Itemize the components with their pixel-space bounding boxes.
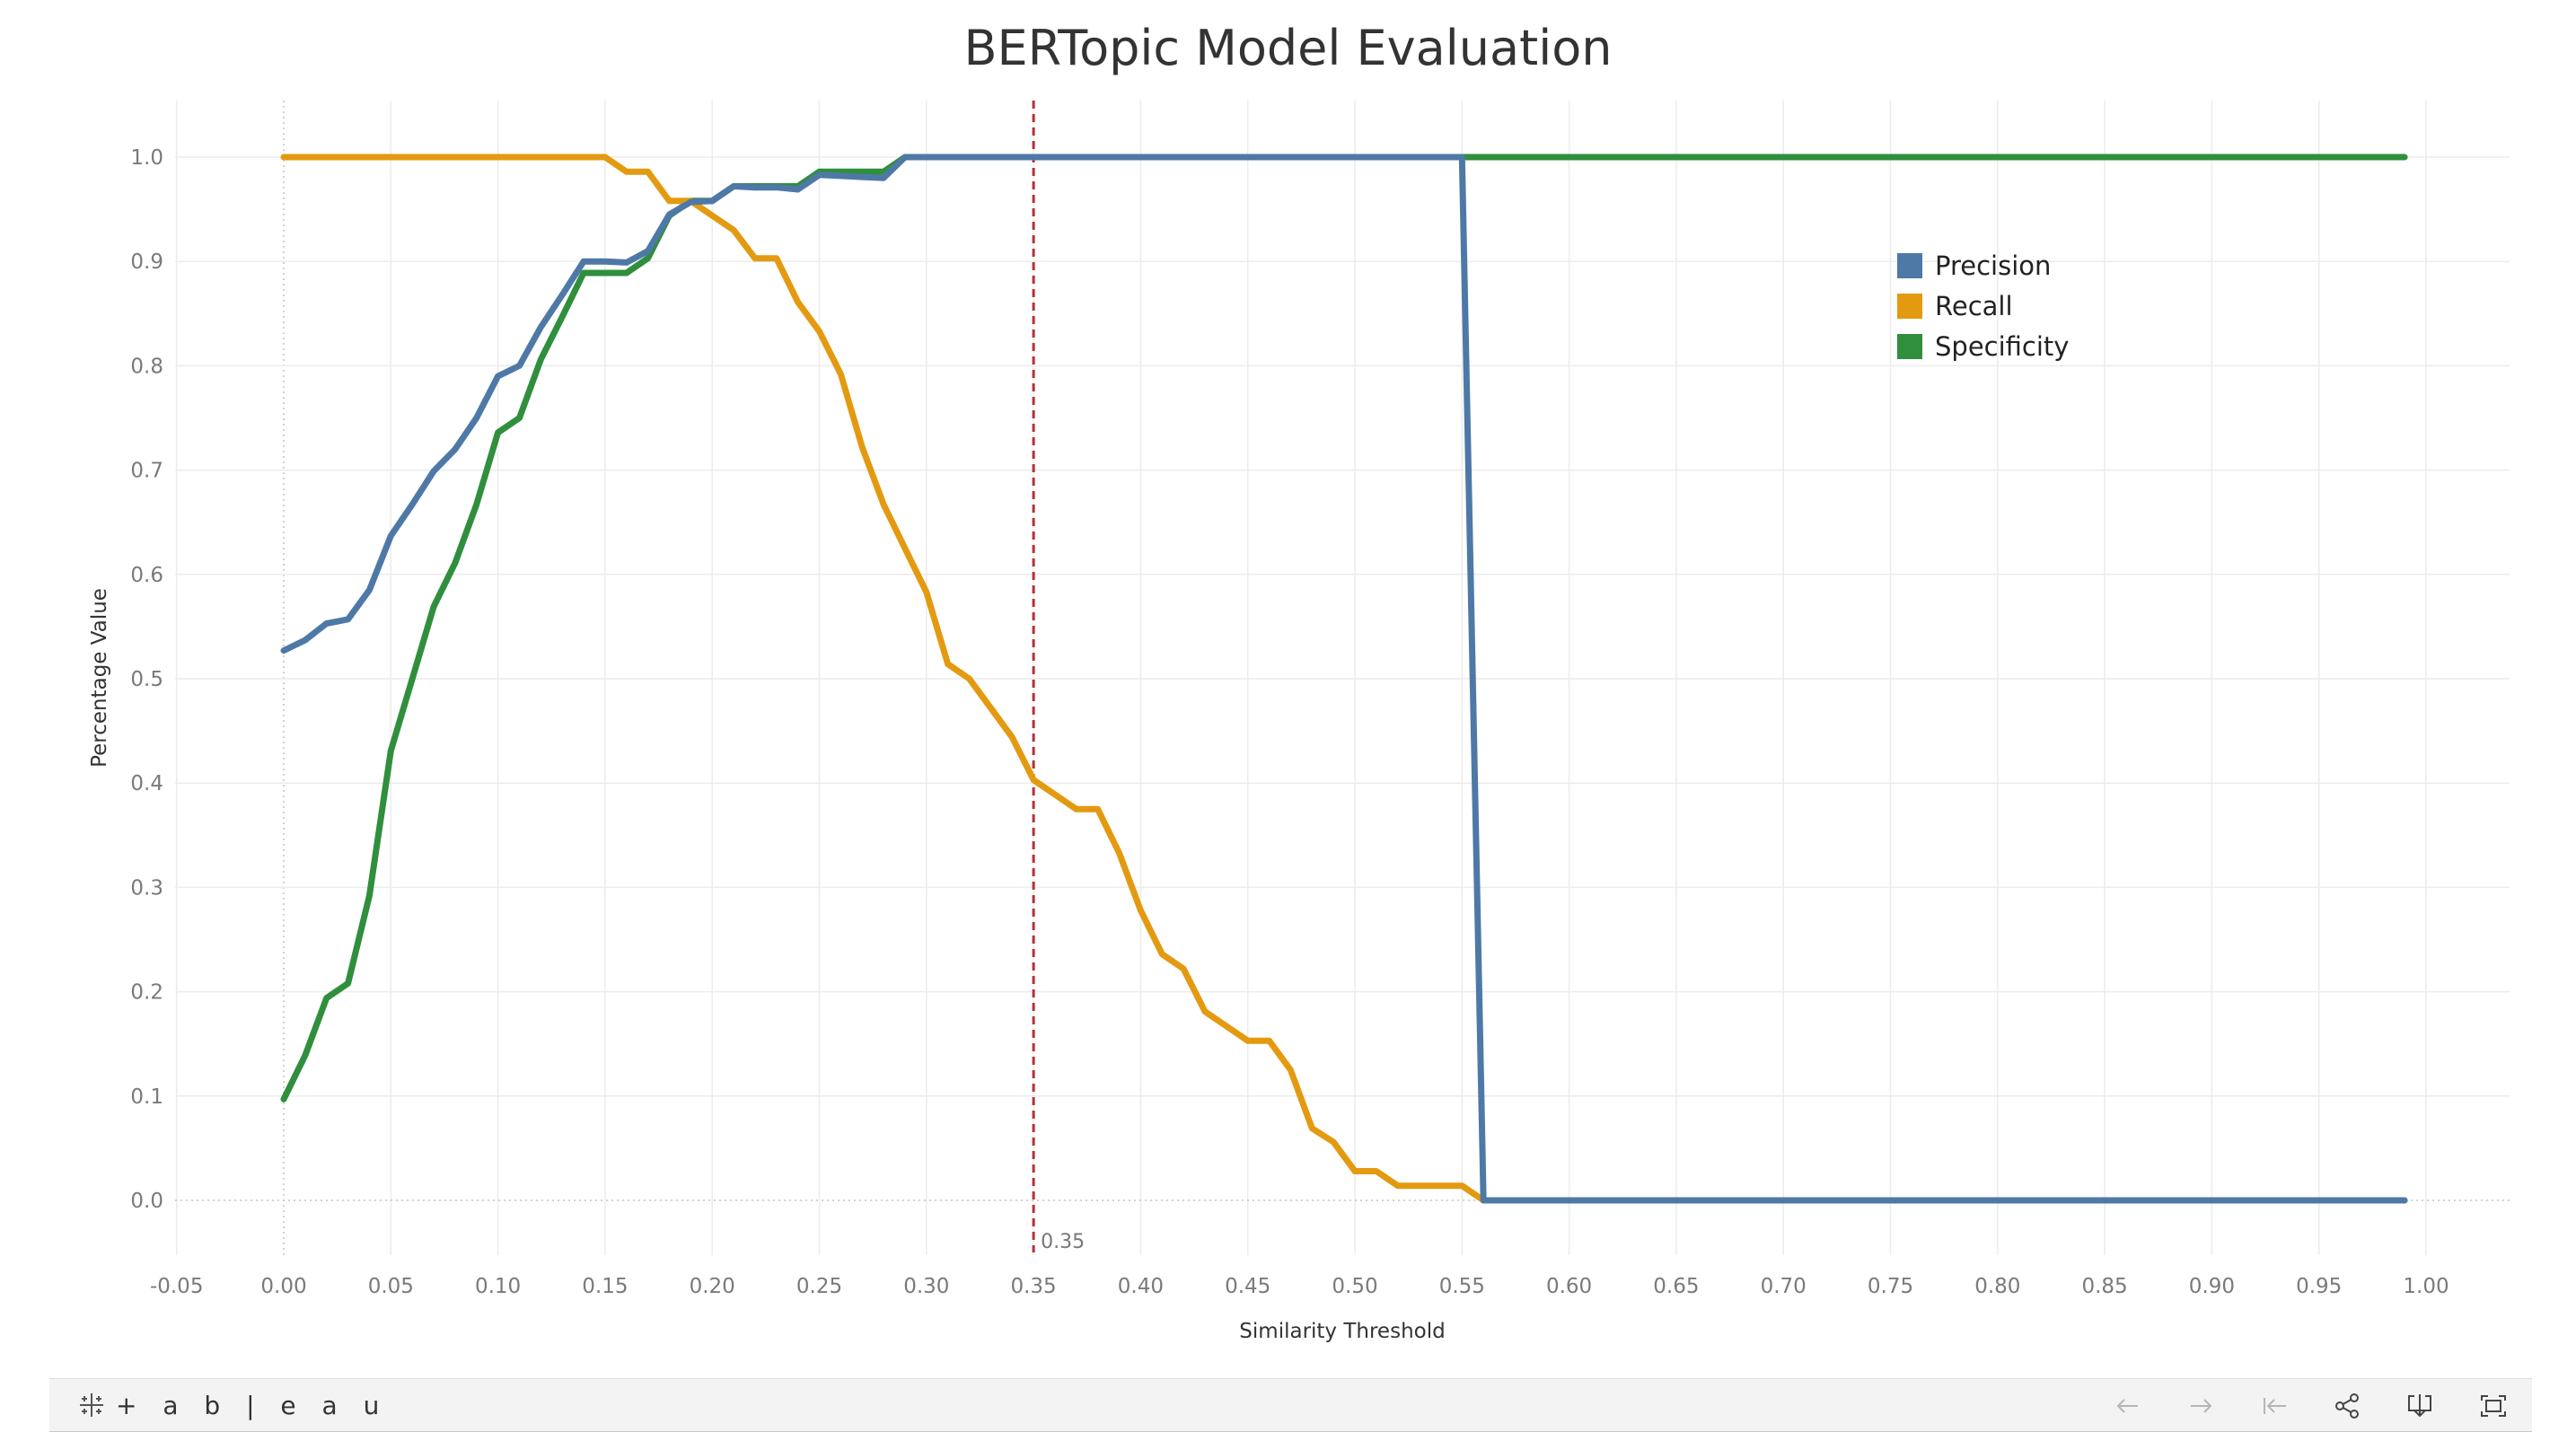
legend-swatch-precision [1897, 253, 1922, 278]
reference-line: 0.35 [1032, 101, 1085, 1253]
fullscreen-icon [2481, 1395, 2506, 1417]
legend-label-specificity: Specificity [1935, 331, 2069, 362]
x-tick-label: 0.55 [1439, 1275, 1485, 1298]
y-tick-label: 0.2 [130, 981, 163, 1005]
x-tick-label: 0.40 [1118, 1275, 1164, 1298]
y-tick-label: 0.3 [130, 876, 163, 900]
y-tick-label: 1.0 [130, 146, 163, 170]
revert-icon [2264, 1398, 2286, 1414]
y-tick-label: 0.5 [130, 668, 163, 691]
tableau-logo[interactable]: + a b | e a u [76, 1390, 388, 1420]
grid [175, 101, 2510, 1255]
x-tick-label: 0.95 [2296, 1275, 2342, 1298]
x-tick-label: 0.60 [1546, 1275, 1592, 1298]
x-tick-label: 0.50 [1332, 1275, 1377, 1298]
series-lines [280, 154, 2408, 1204]
x-tick-label: 0.70 [1761, 1275, 1807, 1298]
x-tick-label: 0.75 [1868, 1275, 1913, 1298]
revert-button[interactable] [2256, 1388, 2292, 1424]
line-chart: -0.05 0.00 0.05 0.10 0.15 0.20 0.25 0.30 0.35 0.4… [88, 101, 2510, 1343]
legend-swatch-specificity [1897, 334, 1922, 359]
x-tick-label: 0.05 [368, 1275, 414, 1298]
share-button[interactable] [2329, 1388, 2365, 1424]
redo-button[interactable] [2183, 1388, 2219, 1424]
x-tick-label: 0.00 [260, 1275, 306, 1298]
x-tick-label: 0.85 [2081, 1275, 2127, 1298]
y-tick-labels: 0.0 0.1 0.2 0.3 0.4 0.5 0.6 0.7 0.8 0.9 1.0 [130, 146, 163, 1213]
redo-icon [2191, 1399, 2212, 1413]
share-icon [2335, 1393, 2359, 1419]
series-line-precision[interactable] [280, 154, 2408, 1204]
reference-line-label: 0.35 [1041, 1231, 1085, 1253]
series-line-specificity[interactable] [280, 154, 2408, 1103]
legend-swatch-recall [1897, 294, 1922, 319]
x-tick-labels: -0.05 0.00 0.05 0.10 0.15 0.20 0.25 0.30 0.35 0.4… [150, 1275, 2449, 1298]
x-tick-label: 0.15 [582, 1275, 628, 1298]
fullscreen-button[interactable] [2475, 1388, 2511, 1424]
y-tick-label: 0.0 [130, 1190, 163, 1213]
x-tick-label: 1.00 [2403, 1275, 2449, 1298]
x-tick-label: 0.45 [1225, 1275, 1270, 1298]
x-tick-label: 0.20 [690, 1275, 735, 1298]
tableau-logo-icon [80, 1393, 103, 1417]
x-tick-label: 0.25 [796, 1275, 842, 1298]
download-icon [2408, 1394, 2431, 1418]
y-axis-label: Percentage Value [88, 588, 111, 768]
x-tick-label: -0.05 [150, 1275, 204, 1298]
tableau-toolbar: + a b | e a u [49, 1378, 2532, 1432]
tableau-wordmark: + a b | e a u [116, 1390, 389, 1420]
y-tick-label: 0.9 [130, 250, 163, 274]
x-tick-label: 0.80 [1974, 1275, 2020, 1298]
x-axis-label: Similarity Threshold [1239, 1320, 1445, 1343]
legend-label-recall: Recall [1935, 291, 2013, 321]
x-tick-label: 0.65 [1653, 1275, 1699, 1298]
y-tick-label: 0.1 [130, 1085, 163, 1109]
y-tick-label: 0.6 [130, 564, 163, 587]
x-tick-label: 0.30 [903, 1275, 949, 1298]
download-button[interactable] [2402, 1388, 2438, 1424]
y-tick-label: 0.7 [130, 460, 163, 483]
y-tick-label: 0.8 [130, 355, 163, 378]
legend: Precision Recall Specificity [1897, 250, 2069, 362]
y-tick-label: 0.4 [130, 772, 163, 795]
x-tick-label: 0.35 [1010, 1275, 1056, 1298]
undo-icon [2116, 1399, 2138, 1413]
undo-button[interactable] [2110, 1388, 2146, 1424]
x-tick-label: 0.90 [2189, 1275, 2235, 1298]
chart-title: BERTopic Model Evaluation [963, 20, 1613, 76]
x-tick-label: 0.10 [475, 1275, 521, 1298]
legend-label-precision: Precision [1935, 250, 2051, 281]
